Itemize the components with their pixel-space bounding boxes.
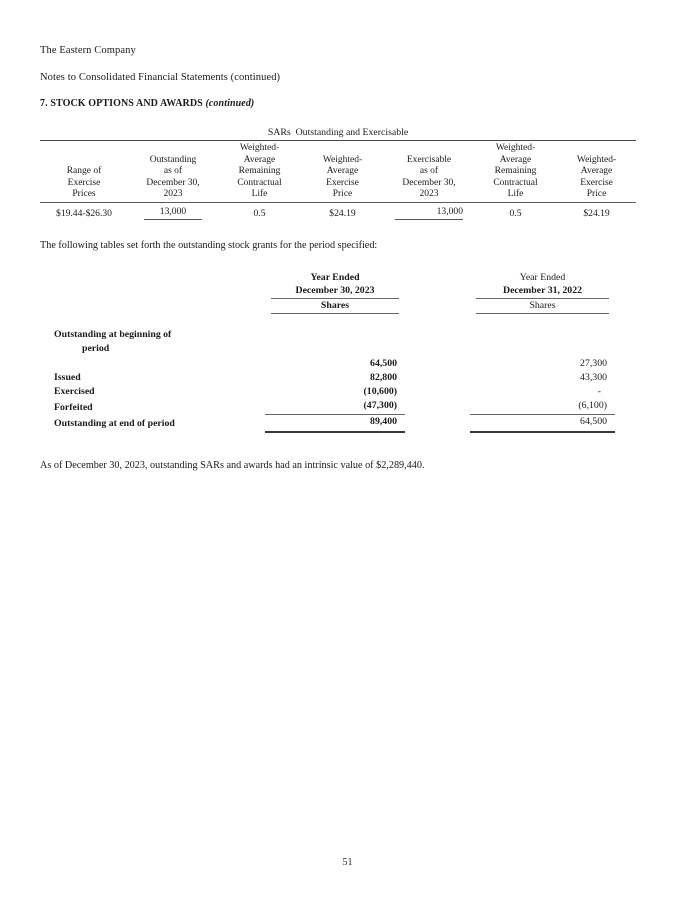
grants-header-2022-period: December 31, 2022 [470,284,615,299]
grants-right-pad-r4 [615,415,636,432]
grants-row-value-2023: 64,500 [370,357,397,369]
grants-spacer [405,271,470,284]
grants-right-pad-2 [615,284,636,299]
stock-grants-table: Year Ended Year Ended December 30, 2023 … [40,271,636,433]
grants-row-value-2022: - [597,385,601,397]
grants-header-2023-period: December 30, 2023 [265,284,405,299]
note-title: STOCK OPTIONS AND AWARDS [50,98,203,109]
grants-row-label-line1: Outstanding at beginning of [54,329,172,341]
header-outstanding-wa-remaining-life: Weighted- Average Remaining Contractual … [218,140,301,203]
grants-header-period-row: December 30, 2023 December 31, 2022 [40,284,636,299]
grants-header-2023-unit-text: Shares [271,299,399,314]
company-name: The Eastern Company [40,45,136,56]
header-outstanding-as-of: Outstanding as of December 30, 2023 [128,140,218,203]
grants-header-year-row: Year Ended Year Ended [40,271,636,284]
grants-header-2022-period-text: December 31, 2022 [476,284,609,299]
grants-header-blank-3 [40,299,265,314]
sars-outstanding-exercisable-table: SARs Outstanding and Exercisable Range o… [40,127,637,221]
grants-row-value-2023: 89,400 [265,414,405,433]
table-top-rule-row [40,140,637,141]
cell-range-of-exercise-prices: $19.44-$26.30 [56,207,112,219]
table-row: Issued 82,800 43,300 [40,371,636,385]
cell-outstanding-value: 13,000 [144,205,202,220]
grants-right-pad-r2 [615,385,636,399]
note-continued-label: (continued) [205,98,255,109]
grants-right-pad-r1 [615,371,636,385]
top-rule [40,140,637,141]
grants-right-pad-r3 [615,399,636,415]
intro-paragraph: The following tables set forth the outst… [40,239,378,251]
grants-row-label-forfeited: Forfeited [54,401,93,413]
stock-grants-table-wrapper: Year Ended Year Ended December 30, 2023 … [40,271,640,433]
grants-right-pad-3 [615,299,636,314]
page-content: The Eastern Company Notes to Consolidate… [40,44,640,473]
grants-row-value-2023: 82,800 [370,371,397,383]
grants-row-value-2023: (47,300) [265,399,405,416]
header-range-of-exercise-prices: Range of Exercise Prices [40,140,128,203]
table-title-row: SARs Outstanding and Exercisable [40,127,636,140]
grants-header-2023-unit: Shares [265,299,405,314]
grants-spacer-r4 [405,415,470,432]
grants-header-2023-period-text: December 30, 2023 [271,284,399,299]
grants-spacer-2 [405,284,470,299]
cell-outstanding-wa-remaining-life: 0.5 [253,207,266,219]
page-number: 51 [342,857,353,868]
cell-outstanding: 13,000 [128,202,218,221]
grants-spacer-r1 [405,371,470,385]
header-exercisable-wa-remaining-life: Weighted- Average Remaining Contractual … [474,140,557,203]
table-row: Forfeited (47,300) (6,100) [40,399,636,416]
cell-exercisable: 13,000 [384,202,474,221]
grants-row-label-line2: period [82,343,110,355]
grants-spacer-r3 [405,399,470,415]
header-exercisable-as-of: Exercisable as of December 30, 2023 [384,140,474,203]
grants-row-label-outstanding-beginning: Outstanding at beginning of period [40,314,265,371]
table-row: Exercised (10,600) - [40,385,636,399]
note-heading: 7. STOCK OPTIONS AND AWARDS (continued) [40,98,640,109]
grants-row-label-outstanding-end: Outstanding at end of period [54,418,175,430]
grants-row-value-2022: 43,300 [580,371,607,383]
grants-header-2022-unit-text: Shares [476,299,609,314]
grants-spacer-r0 [405,314,470,371]
table-row: Outstanding at end of period 89,400 64,5… [40,414,636,433]
notes-subtitle: Notes to Consolidated Financial Statemen… [40,72,281,83]
grants-row-label-exercised: Exercised [54,385,95,397]
grants-row-label-issued: Issued [54,371,81,383]
grants-right-pad [615,271,636,284]
cell-exercisable-wa-remaining-life: 0.5 [509,207,522,219]
grants-row-value-2022: 64,500 [470,414,615,433]
sars-table-title: SARs Outstanding and Exercisable [267,127,409,138]
cell-outstanding-wa-exercise-price: $24.19 [329,207,356,219]
header-exercisable-wa-exercise-price: Weighted- Average Exercise Price [557,140,637,203]
grants-right-pad-r0 [615,314,636,371]
grants-spacer-r2 [405,385,470,399]
grants-header-2022-unit: Shares [470,299,615,314]
grants-spacer-3 [405,299,470,314]
cell-exercisable-wa-exercise-price: $24.19 [583,207,610,219]
note-number: 7. [40,98,48,109]
grants-row-value-2022: 27,300 [580,357,607,369]
table-row: $19.44-$26.30 13,000 0.5 $24.19 13,000 0… [40,202,636,221]
cell-exercisable-value: 13,000 [395,205,463,220]
grants-row-value-2022: (6,100) [470,399,615,416]
grants-header-unit-row: Shares Shares [40,299,636,314]
grants-row-value-2023: (10,600) [363,385,397,397]
grants-header-blank [40,271,265,284]
closing-paragraph: As of December 30, 2023, outstanding SAR… [40,459,425,471]
grants-header-blank-2 [40,284,265,299]
grants-header-2023-year-ended: Year Ended [310,271,360,283]
header-outstanding-wa-exercise-price: Weighted- Average Exercise Price [301,140,384,203]
grants-header-2022-year-ended: Year Ended [519,271,566,283]
table-header-row: Range of Exercise Prices Outstanding as … [40,140,637,203]
table-row: Outstanding at beginning of period 64,50… [40,314,636,371]
